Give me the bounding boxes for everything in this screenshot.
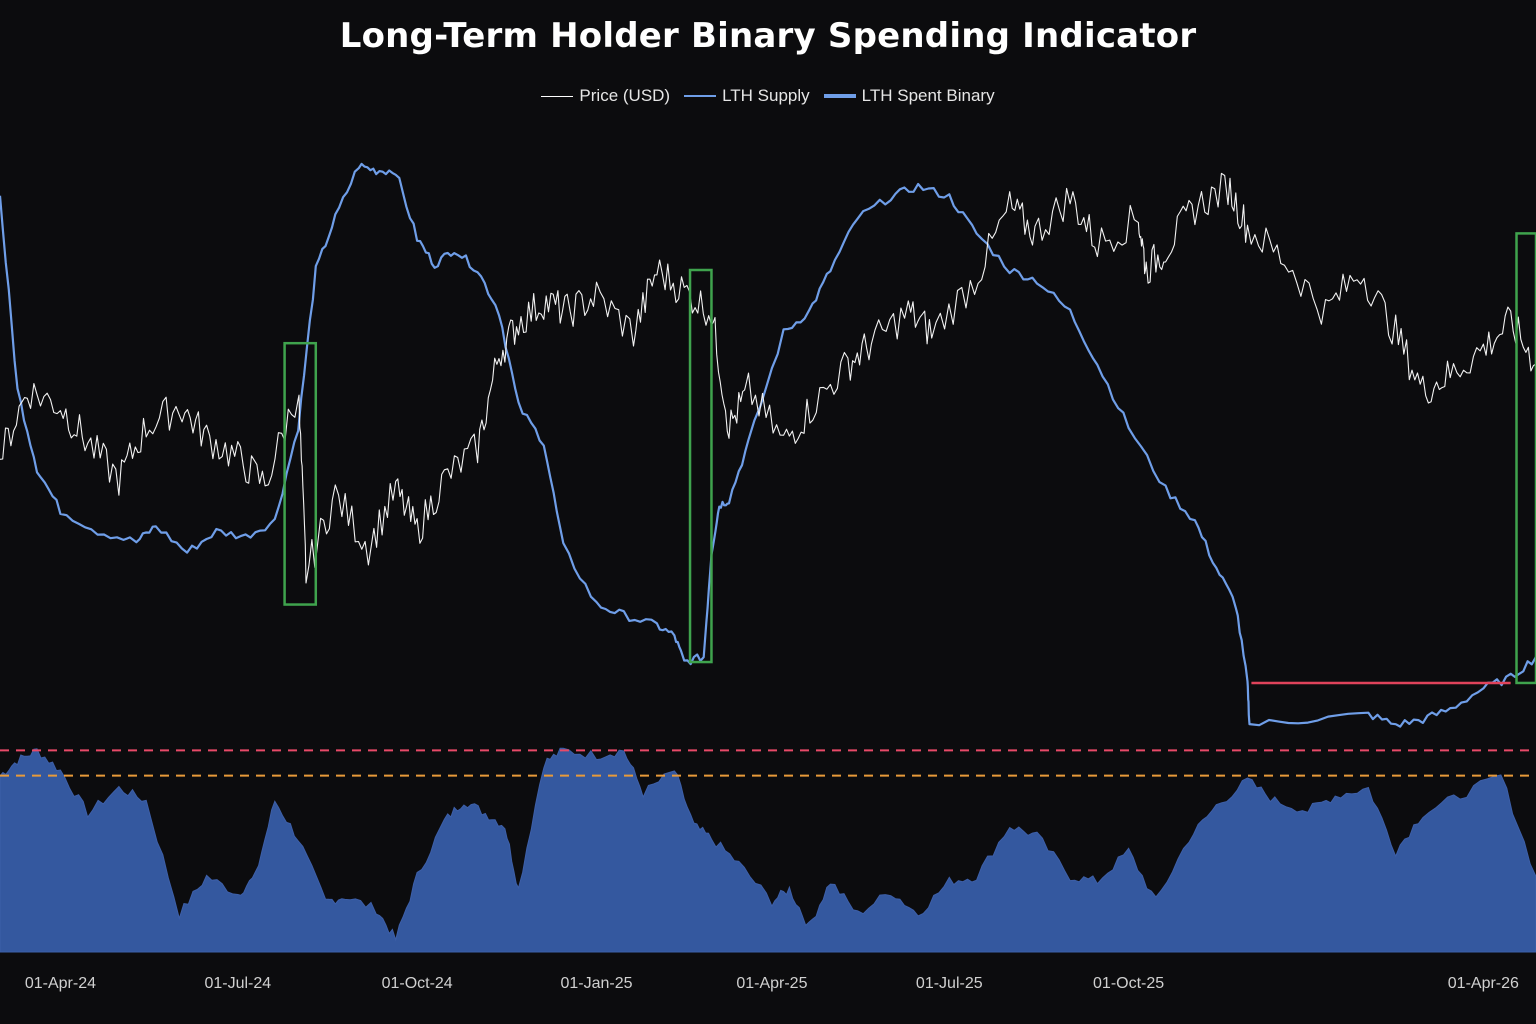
x-tick-label: 01-Jan-25 [560, 975, 632, 992]
price-line [0, 172, 1536, 584]
x-tick-label: 01-Apr-25 [736, 975, 807, 992]
chart-title: Long-Term Holder Binary Spending Indicat… [339, 16, 1197, 56]
x-tick-label: 01-Oct-24 [382, 975, 453, 992]
x-tick-label: 01-Oct-25 [1093, 975, 1164, 992]
legend-swatch-lth-supply [684, 95, 717, 97]
legend-item-lth-supply[interactable]: LTH Supply [684, 86, 810, 106]
legend-label-lth-supply: LTH Supply [722, 86, 810, 105]
legend-label-lth-spent-binary: LTH Spent Binary [861, 86, 995, 105]
legend-swatch-price [541, 95, 574, 97]
spent-binary-area [0, 747, 1536, 953]
x-tick-label: 01-Jul-25 [916, 975, 983, 992]
spend-event-box-2 [688, 268, 713, 664]
spend-event-box-3 [1515, 232, 1536, 685]
legend-label-price: Price (USD) [579, 86, 671, 105]
legend-swatch-lth-spent-binary [823, 94, 856, 98]
spend-event-box-1 [283, 341, 318, 606]
legend-item-lth-spent-binary[interactable]: LTH Spent Binary [823, 86, 995, 106]
legend-item-price[interactable]: Price (USD) [541, 86, 670, 106]
spent-binary-panel [0, 747, 1536, 953]
legend: Price (USD) LTH Supply LTH Spent Binary [0, 86, 1536, 106]
x-tick-label: 01-Apr-26 [1448, 975, 1519, 992]
lth-supply-line [0, 162, 1536, 728]
x-tick-label: 01-Jul-24 [204, 975, 271, 992]
x-tick-label: 01-Apr-24 [25, 975, 96, 992]
